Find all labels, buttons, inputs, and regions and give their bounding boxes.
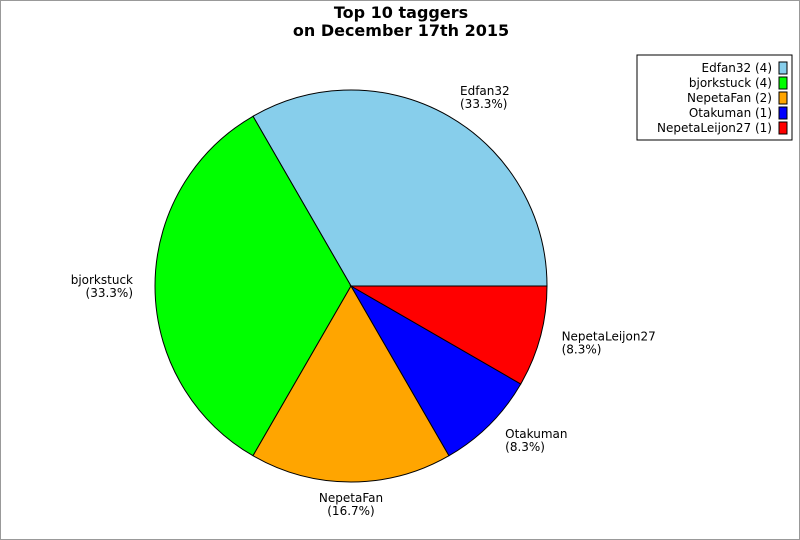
legend-label: NepetaFan (2) bbox=[687, 91, 772, 105]
legend-swatch bbox=[778, 106, 788, 120]
legend-label: bjorkstuck (4) bbox=[689, 76, 772, 90]
chart-title: Top 10 taggers bbox=[334, 3, 468, 22]
legend-swatch bbox=[778, 91, 788, 105]
chart-subtitle: on December 17th 2015 bbox=[293, 21, 509, 40]
slice-label: NepetaFan bbox=[319, 491, 383, 505]
legend: Edfan32 (4)bjorkstuck (4)NepetaFan (2)Ot… bbox=[636, 54, 793, 141]
slice-percent: (8.3%) bbox=[505, 440, 545, 454]
legend-label: Otakuman (1) bbox=[689, 106, 772, 120]
slice-percent: (16.7%) bbox=[327, 504, 374, 518]
pie-slice bbox=[349, 285, 548, 385]
legend-swatch bbox=[778, 76, 788, 90]
pie-slice bbox=[349, 284, 522, 457]
pie-slice bbox=[252, 284, 450, 483]
legend-label: NepetaLeijon27 (1) bbox=[657, 121, 772, 135]
pie-slice bbox=[252, 89, 548, 287]
slice-label: bjorkstuck bbox=[71, 273, 133, 287]
legend-box bbox=[636, 54, 793, 141]
slice-percent: (33.3%) bbox=[86, 286, 133, 300]
legend-swatch bbox=[778, 121, 788, 135]
slice-label: Otakuman bbox=[505, 427, 567, 441]
slice-label: NepetaLeijon27 bbox=[562, 329, 656, 343]
slice-percent: (33.3%) bbox=[460, 97, 507, 111]
pie-slice bbox=[154, 115, 352, 457]
legend-swatch bbox=[778, 61, 788, 75]
slice-percent: (8.3%) bbox=[562, 342, 602, 356]
legend-label: Edfan32 (4) bbox=[702, 61, 772, 75]
slice-label: Edfan32 bbox=[460, 84, 510, 98]
